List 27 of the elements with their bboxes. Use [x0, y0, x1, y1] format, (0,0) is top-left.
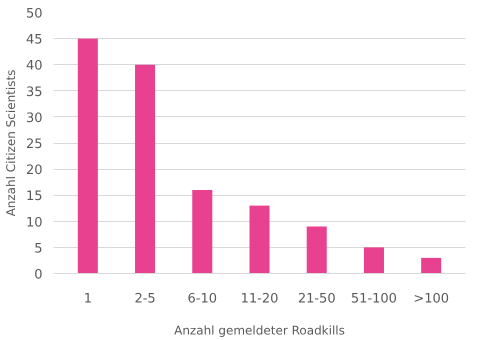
- y-tick-label: 10: [26, 215, 43, 230]
- bar: [306, 226, 327, 274]
- y-tick-label: 50: [26, 6, 43, 22]
- y-tick-label: 15: [26, 189, 43, 204]
- bar: [249, 206, 270, 274]
- x-tick-label: 2-5: [134, 292, 156, 306]
- x-axis-title: Anzahl gemeldeter Roadkills: [174, 324, 345, 338]
- y-tick-label: 5: [34, 241, 43, 256]
- y-tick-label: 30: [26, 110, 43, 126]
- bar: [421, 258, 442, 274]
- x-tick-label: 21-50: [298, 292, 336, 306]
- x-tick-label: 6-10: [188, 292, 218, 306]
- bar: [135, 64, 156, 274]
- bar: [192, 190, 212, 274]
- bar: [364, 247, 384, 274]
- bar: [78, 38, 98, 274]
- y-tick-label: 20: [26, 163, 43, 178]
- y-tick-label: 45: [26, 32, 43, 48]
- x-tick-label: 51-100: [350, 292, 397, 306]
- y-tick-label: 40: [26, 58, 43, 74]
- x-tick-label: 11-20: [240, 292, 278, 306]
- y-tick-label: 35: [26, 84, 43, 100]
- x-tick-label: 1: [84, 292, 92, 306]
- x-tick-label: >100: [413, 292, 450, 306]
- y-axis-title: Anzahl Citizen Scientists: [4, 70, 18, 216]
- y-tick-label: 0: [34, 268, 43, 282]
- y-tick-label: 25: [26, 137, 43, 152]
